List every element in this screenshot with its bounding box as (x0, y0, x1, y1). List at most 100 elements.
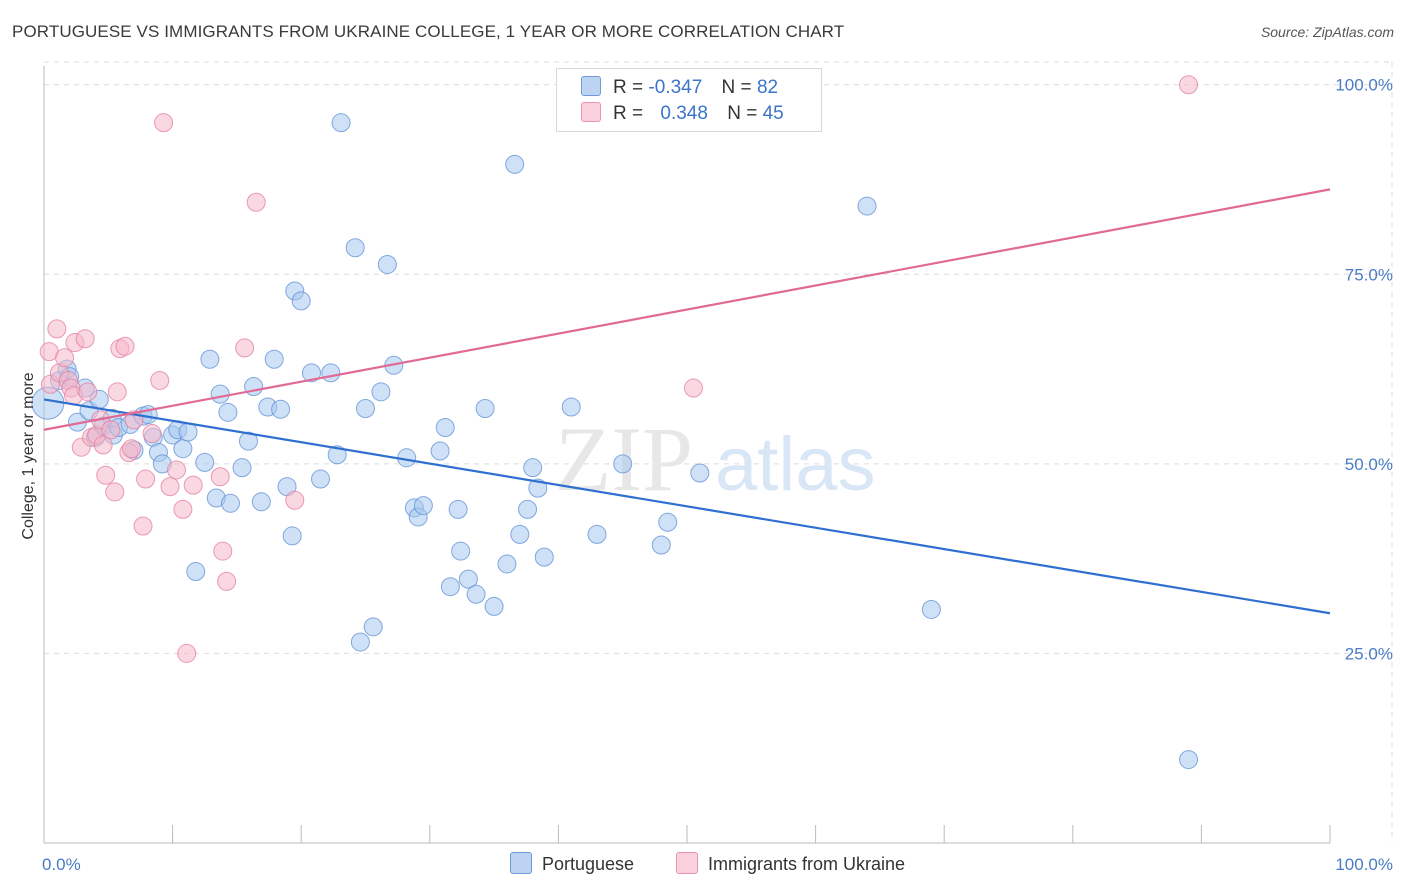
point-ukraine (683, 378, 703, 398)
legend-r-value-ukraine: 0.348 (660, 103, 708, 124)
point-ukraine (150, 370, 170, 390)
y-tick-label: 50.0% (1345, 455, 1393, 474)
watermark-atlas: atlas (715, 422, 876, 507)
point-portuguese (505, 154, 525, 174)
point-portuguese (430, 441, 450, 461)
series-swatch-ukraine (676, 852, 698, 874)
series-label-ukraine: Immigrants from Ukraine (708, 854, 906, 874)
point-ukraine (166, 460, 186, 480)
point-portuguese (178, 422, 198, 442)
point-ukraine (107, 382, 127, 402)
legend-row-ukraine: R = 0.348 N = 45 (581, 102, 784, 128)
point-portuguese (613, 454, 633, 474)
point-portuguese (195, 452, 215, 472)
series-legend: Portuguese Immigrants from Ukraine (0, 852, 1406, 878)
series-legend-portuguese[interactable]: Portuguese (510, 852, 634, 875)
point-ukraine (213, 541, 233, 561)
point-portuguese (282, 526, 302, 546)
point-portuguese (173, 439, 193, 459)
point-portuguese (510, 524, 530, 544)
point-portuguese (413, 496, 433, 516)
point-portuguese (251, 492, 271, 512)
axes (43, 66, 1331, 844)
point-portuguese (651, 535, 671, 555)
legend-n-value-portuguese: 82 (756, 77, 779, 98)
legend-r-value-portuguese: -0.347 (648, 77, 703, 98)
point-ukraine (78, 382, 98, 402)
axis-labels: 25.0% 50.0% 75.0% 100.0% 0.0% 100.0% College, … (20, 76, 1393, 874)
y-tick-label: 100.0% (1335, 76, 1393, 95)
point-portuguese (658, 512, 678, 532)
point-portuguese (310, 469, 330, 489)
point-portuguese (363, 617, 383, 637)
legend-row-portuguese: R = -0.347 N = 82 (581, 76, 778, 102)
point-portuguese (291, 291, 311, 311)
point-portuguese (475, 399, 495, 419)
point-ukraine (235, 338, 255, 358)
legend-swatch-ukraine (581, 102, 601, 122)
point-portuguese (587, 524, 607, 544)
point-portuguese (523, 458, 543, 478)
point-portuguese (921, 599, 941, 619)
point-ukraine (285, 490, 305, 510)
point-portuguese (218, 402, 238, 422)
legend-n-value-ukraine: 45 (762, 103, 784, 124)
point-portuguese (301, 363, 321, 383)
point-portuguese (458, 569, 478, 589)
trend-lines (43, 188, 1331, 615)
point-portuguese (857, 196, 877, 216)
legend-swatch-portuguese (581, 76, 601, 96)
point-portuguese (377, 254, 397, 274)
point-portuguese (690, 463, 710, 483)
source-attribution: Source: ZipAtlas.com (1260, 24, 1394, 40)
point-ukraine (47, 319, 67, 339)
point-ukraine (93, 435, 113, 455)
point-ukraine (136, 469, 156, 489)
point-ukraine (183, 475, 203, 495)
point-portuguese (484, 596, 504, 616)
y-tick-label: 25.0% (1345, 644, 1393, 663)
point-ukraine (75, 329, 95, 349)
legend-n-label: N = (721, 77, 752, 98)
data-points (31, 75, 1199, 770)
y-tick-label: 75.0% (1345, 265, 1393, 284)
y-axis-label: College, 1 year or more (20, 372, 37, 539)
trend-line-portuguese (43, 398, 1331, 615)
point-ukraine (96, 465, 116, 485)
point-ukraine (154, 113, 174, 133)
series-legend-ukraine[interactable]: Immigrants from Ukraine (676, 852, 905, 875)
point-portuguese (371, 382, 391, 402)
gridlines (44, 61, 1393, 843)
point-portuguese (210, 384, 230, 404)
point-portuguese (518, 499, 538, 519)
point-portuguese (435, 417, 455, 437)
point-ukraine (101, 420, 121, 440)
point-portuguese (345, 238, 365, 258)
series-swatch-portuguese (510, 852, 532, 874)
point-ukraine (160, 477, 180, 497)
point-ukraine (210, 467, 230, 487)
point-portuguese (238, 431, 258, 451)
point-ukraine (217, 571, 237, 591)
point-portuguese (451, 541, 471, 561)
point-ukraine (115, 336, 135, 356)
point-portuguese (220, 493, 240, 513)
point-portuguese (200, 349, 220, 369)
point-portuguese (264, 349, 284, 369)
point-ukraine (246, 192, 266, 212)
point-portuguese (350, 632, 370, 652)
point-portuguese (1179, 750, 1199, 770)
point-ukraine (173, 499, 193, 519)
trend-line-ukraine (43, 188, 1331, 431)
point-portuguese (186, 562, 206, 582)
point-portuguese (440, 577, 460, 597)
point-ukraine (105, 482, 125, 502)
point-portuguese (271, 399, 291, 419)
legend-r-label: R = (613, 103, 644, 124)
point-ukraine (142, 424, 162, 444)
point-ukraine (1179, 75, 1199, 95)
point-ukraine (121, 439, 141, 459)
point-portuguese (331, 113, 351, 133)
x-tick-label-left: 0.0% (42, 855, 81, 874)
watermark: ZIP atlas (555, 408, 876, 510)
